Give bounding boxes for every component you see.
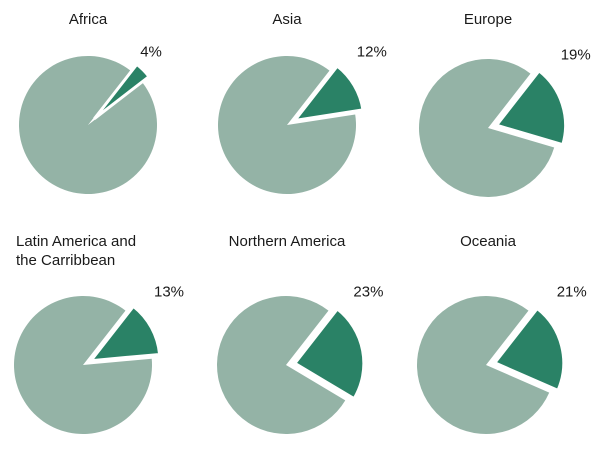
pie-percent-label: 21% xyxy=(557,284,587,301)
pie-title: Africa xyxy=(69,11,108,28)
pie-panel-asia: Asia 12% xyxy=(218,11,387,195)
pie-panel-europe: Europe 19% xyxy=(418,11,591,198)
pie-slice-highlight xyxy=(87,304,162,363)
pie-percent-label: 23% xyxy=(353,284,383,301)
pie-title: Northern America xyxy=(229,233,346,250)
pie-title: Latin America and xyxy=(16,233,136,250)
pie-slice-remainder xyxy=(418,59,555,198)
pie-panel-northern-america: Northern America 23% xyxy=(216,233,383,435)
pie-slice-remainder xyxy=(19,56,158,195)
pie-slice-highlight xyxy=(292,306,366,401)
pie-percent-label: 19% xyxy=(561,47,591,64)
pie-slice-remainder xyxy=(416,296,550,435)
pie-slice-highlight xyxy=(291,63,365,123)
pie-panel-latin-america: Latin America and the Carribbean 13% xyxy=(14,233,184,435)
pie-panel-oceania: Oceania 21% xyxy=(416,233,587,435)
pie-title: Asia xyxy=(272,11,302,28)
pie-slice-highlight xyxy=(494,68,568,147)
pie-slice-remainder xyxy=(218,56,357,195)
pie-title: Europe xyxy=(464,11,512,28)
pie-percent-label: 13% xyxy=(154,284,184,301)
pie-panel-africa: Africa 4% xyxy=(19,11,162,195)
pie-percent-label: 4% xyxy=(140,44,162,61)
pie-title-line-2: the Carribbean xyxy=(16,252,115,269)
pie-slice-highlight xyxy=(492,306,566,393)
pie-slice-highlight xyxy=(93,62,152,120)
pie-slice-remainder xyxy=(14,296,153,435)
pie-slice-remainder xyxy=(216,296,346,435)
pie-percent-label: 12% xyxy=(357,44,387,61)
pie-title: Oceania xyxy=(460,233,517,250)
